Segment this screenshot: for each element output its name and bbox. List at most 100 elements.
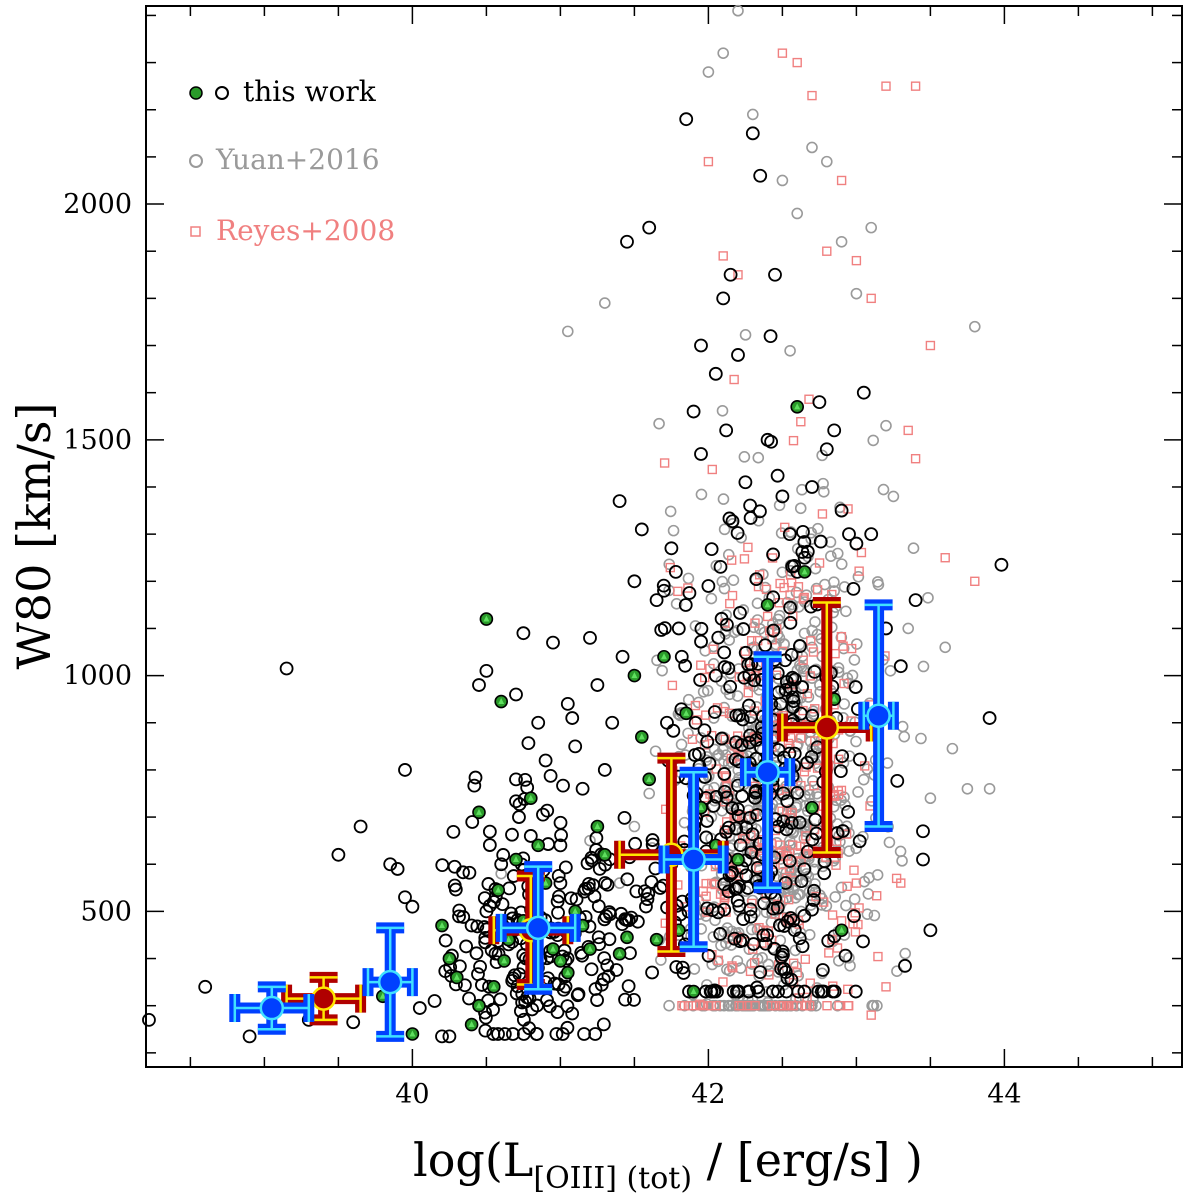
- y-tick-label: 1000: [63, 661, 132, 692]
- this-work-point: [462, 991, 476, 1006]
- this-work-point: [730, 984, 744, 999]
- this-work-point: [565, 1006, 580, 1021]
- yuan-point: [653, 417, 665, 430]
- this-work-point: [512, 797, 527, 812]
- binned-errorbars-layer: [229, 597, 899, 1042]
- this-work-point: [597, 951, 612, 966]
- this-work-point: [768, 267, 782, 282]
- reyes-point: [711, 1000, 721, 1011]
- yuan-point: [871, 999, 883, 1012]
- this-work-point: [641, 886, 656, 901]
- reyes-point: [698, 1000, 708, 1011]
- reyes-point: [872, 891, 882, 901]
- blue-errorbar: [658, 766, 729, 953]
- this-work-point: [522, 1021, 537, 1036]
- this-work-point: [570, 988, 585, 1003]
- yuan-point: [852, 786, 864, 798]
- this-work-point: [838, 948, 853, 963]
- this-work-point: [442, 1029, 457, 1044]
- x-tick-label: 44: [987, 1079, 1021, 1110]
- this-work-point: [743, 902, 758, 917]
- reyes-point: [696, 660, 706, 670]
- reyes-point: [718, 251, 728, 261]
- this-work-point: [816, 984, 831, 999]
- this-work-point: [346, 1015, 361, 1030]
- this-work-point: [786, 700, 800, 715]
- yuan-point: [737, 604, 750, 616]
- yuan-point: [902, 622, 915, 635]
- yuan-point: [983, 782, 996, 795]
- this-work-point: [509, 794, 523, 809]
- reyes-point: [836, 175, 847, 186]
- this-work-green-point: [479, 612, 494, 626]
- y-tick-label: 2000: [63, 189, 132, 220]
- this-work-point: [536, 807, 550, 822]
- reyes-point: [743, 542, 753, 553]
- reyes-point: [715, 889, 726, 899]
- this-work-point: [518, 772, 533, 787]
- this-work-point: [856, 385, 871, 400]
- this-work-point: [856, 934, 870, 949]
- reyes-point: [725, 598, 735, 609]
- yuan-point: [829, 891, 842, 903]
- this-work-point: [779, 984, 794, 999]
- yuan-point: [682, 572, 695, 585]
- reyes-point: [749, 957, 760, 968]
- yuan-point: [841, 820, 853, 833]
- this-work-point: [645, 965, 659, 980]
- reyes-point: [925, 340, 936, 351]
- yuan-point: [716, 575, 729, 588]
- this-work-green-point: [590, 819, 605, 834]
- this-work-point: [745, 827, 760, 842]
- this-work-point: [723, 267, 738, 282]
- this-work-point: [697, 723, 712, 738]
- this-work-point: [556, 778, 570, 793]
- this-work-point: [827, 423, 842, 438]
- reyes-point: [793, 582, 804, 592]
- yuan-point: [848, 893, 861, 905]
- this-work-point: [634, 522, 649, 537]
- this-work-point: [704, 542, 719, 557]
- this-work-green-point: [560, 965, 575, 980]
- this-work-point: [242, 1029, 257, 1044]
- this-work-point: [716, 291, 731, 306]
- this-work-point: [589, 831, 604, 845]
- reyes-point: [699, 740, 710, 750]
- this-work-point: [817, 866, 832, 881]
- this-work-point: [657, 583, 671, 598]
- this-work-point: [584, 962, 599, 977]
- this-work-point: [642, 220, 657, 235]
- this-work-point: [846, 581, 861, 596]
- reyes-point: [710, 879, 720, 890]
- reyes-point: [707, 464, 717, 475]
- reyes-point: [687, 734, 698, 744]
- blue-errorbar: [229, 981, 315, 1035]
- this-work-point: [923, 923, 938, 938]
- this-work-point: [486, 1027, 501, 1041]
- this-work-green-point: [442, 951, 457, 966]
- yuan-point: [722, 548, 735, 561]
- reyes-point: [718, 977, 728, 987]
- this-work-point: [722, 511, 737, 526]
- reyes-point: [806, 636, 816, 646]
- reyes-point: [690, 700, 701, 711]
- blue-errorbar: [858, 599, 899, 833]
- this-work-point: [804, 749, 819, 764]
- this-work-point: [819, 442, 834, 457]
- this-work-point: [405, 899, 420, 914]
- reyes-point: [659, 458, 670, 468]
- this-work-point: [694, 338, 708, 353]
- this-work-point: [841, 804, 856, 819]
- this-work-point: [637, 884, 652, 899]
- this-work-point: [470, 919, 485, 934]
- reyes-point: [784, 863, 795, 873]
- this-work-point: [590, 678, 605, 692]
- reyes-point: [817, 509, 828, 519]
- this-work-point: [383, 857, 398, 872]
- yuan-point: [877, 483, 890, 496]
- yuan-point: [835, 558, 848, 570]
- yuan-point: [716, 404, 729, 417]
- yuan-point: [735, 531, 747, 544]
- this-work-point: [797, 984, 812, 999]
- this-work-point: [743, 909, 758, 924]
